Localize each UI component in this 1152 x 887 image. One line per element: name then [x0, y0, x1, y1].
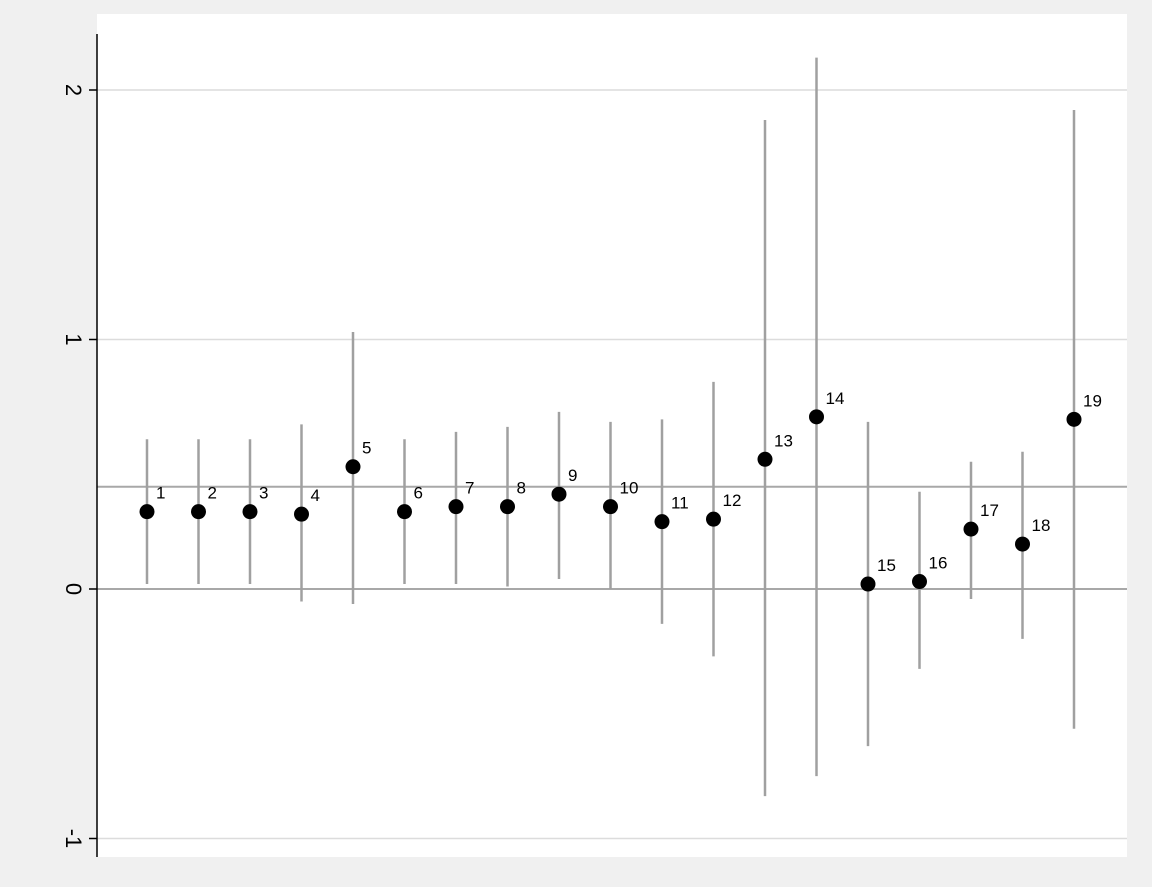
point-label: 18: [1032, 516, 1051, 535]
data-point: [448, 499, 464, 515]
data-point: [757, 451, 773, 467]
point-label: 16: [929, 554, 948, 573]
point-label: 12: [723, 491, 742, 510]
point-label: 4: [311, 486, 320, 505]
y-tick-label: 2: [61, 84, 86, 96]
point-label: 8: [517, 479, 526, 498]
point-label: 6: [414, 484, 423, 503]
point-label: 5: [362, 439, 371, 458]
y-axis: -1 0 1 2: [61, 34, 98, 857]
point-label: 19: [1083, 391, 1102, 410]
data-point: [706, 511, 721, 527]
point-label: 1: [156, 484, 165, 503]
data-point: [500, 499, 515, 515]
data-point: [345, 459, 361, 475]
point-label: 15: [877, 556, 896, 575]
y-tick-label: -1: [61, 829, 86, 849]
point-label: 10: [620, 479, 639, 498]
point-label: 3: [259, 484, 268, 503]
gridlines: [97, 89, 1127, 840]
point-label: 13: [774, 431, 793, 450]
point-label: 11: [671, 494, 689, 513]
point-label: 14: [826, 389, 845, 408]
plot-area-background: [97, 14, 1127, 857]
data-point: [551, 486, 567, 502]
data-point: [912, 574, 927, 590]
point-label: 9: [568, 466, 577, 485]
data-point: [963, 521, 979, 537]
data-point: [654, 514, 670, 530]
data-point: [809, 409, 824, 425]
data-point: [603, 499, 618, 515]
point-label: 7: [465, 479, 474, 498]
data-point: [139, 504, 155, 520]
y-tick-label: 1: [61, 333, 86, 345]
reference-lines: [97, 485, 1127, 590]
point-label: 17: [980, 501, 999, 520]
data-point: [1066, 411, 1082, 427]
data-point: [1015, 536, 1030, 552]
data-point: [294, 506, 309, 522]
data-points: [139, 409, 1082, 592]
data-point: [191, 504, 206, 520]
data-point: [397, 504, 412, 520]
data-point: [242, 504, 258, 520]
y-tick-label: 0: [61, 583, 86, 595]
data-point: [860, 576, 876, 592]
point-label: 2: [208, 484, 217, 503]
